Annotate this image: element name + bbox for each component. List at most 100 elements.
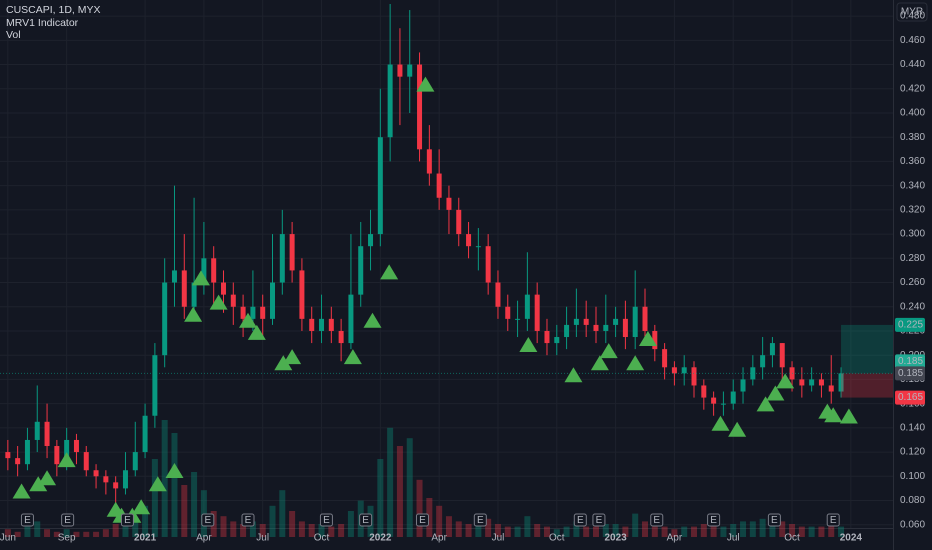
volume-bar [396, 446, 403, 537]
candle-body [505, 306, 511, 319]
volume-bar [828, 524, 835, 537]
candle-body [309, 318, 315, 331]
volume-bar [377, 459, 384, 537]
earnings-label: E [64, 515, 71, 526]
volume-bar [563, 526, 570, 537]
volume-bar [622, 526, 629, 537]
earnings-label: E [710, 515, 717, 526]
candle-body [387, 64, 393, 138]
indicator-label: Vol [6, 29, 21, 41]
signal-triangle [380, 264, 399, 280]
volume-bar [279, 490, 286, 537]
candle-body [230, 294, 236, 307]
candle-body [240, 306, 246, 319]
earnings-marker [20, 513, 34, 527]
candle-body [691, 367, 697, 386]
candle-body [201, 258, 207, 283]
candle-body [632, 306, 638, 338]
volume-bar [504, 526, 511, 537]
candle-body [593, 324, 599, 331]
currency[interactable]: MYR [901, 7, 923, 18]
signal-triangle [839, 408, 858, 424]
signal-triangle [191, 270, 210, 286]
candle-body [809, 379, 815, 386]
earnings-marker [767, 513, 781, 527]
volume-bar [641, 521, 648, 537]
candle-body [524, 294, 530, 319]
volume-bar [151, 459, 158, 537]
earnings-label: E [596, 515, 603, 526]
volume-bar [171, 433, 178, 537]
x-tick-label: Oct [784, 533, 800, 544]
candle-body [544, 330, 550, 344]
signal-triangle [824, 407, 843, 423]
volume-bar [191, 472, 198, 537]
signal-triangle [590, 355, 609, 371]
y-tick-label: 0.440 [900, 59, 925, 70]
volume-bar [63, 529, 70, 537]
volume-bar [269, 505, 276, 537]
volume-bar [132, 521, 139, 537]
signal-triangle [728, 421, 747, 437]
candle-body [417, 64, 423, 150]
candle-body [573, 318, 579, 325]
x-tick-label: Apr [196, 533, 212, 544]
volume-bar [573, 521, 580, 537]
candle-body [838, 373, 844, 392]
candle-body [368, 234, 374, 247]
y-tick-label: 0.460 [900, 35, 925, 46]
volume-bar [181, 485, 188, 537]
signal-triangle [638, 330, 657, 346]
earnings-marker [319, 513, 333, 527]
signal-triangle [363, 312, 382, 328]
earnings-marker [573, 513, 587, 527]
volume-bar [759, 518, 766, 537]
price-label-box [895, 317, 925, 332]
volume-bar [514, 526, 521, 537]
volume-bar [632, 513, 639, 537]
volume-bar [465, 524, 472, 537]
signal-triangle [165, 462, 184, 478]
signal-triangle [247, 324, 266, 340]
candle-body [103, 476, 109, 483]
volume-bar [749, 521, 756, 537]
volume-bar [14, 531, 21, 537]
signal-triangle [57, 452, 76, 468]
volume [4, 420, 845, 537]
volume-bar [691, 526, 698, 537]
y-tick-label: 0.300 [900, 229, 925, 240]
price-label-box [895, 354, 925, 369]
x-tick-label: Oct [549, 533, 565, 544]
currency-box[interactable] [896, 2, 928, 22]
signal-triangle [209, 294, 228, 310]
candle-body [397, 64, 403, 77]
volume-bar [730, 524, 737, 537]
volume-bar [289, 511, 296, 537]
earnings-label: E [124, 515, 131, 526]
volume-bar [426, 498, 433, 537]
candle-body [191, 282, 197, 307]
price-label-box [895, 366, 925, 381]
candle-body [642, 306, 648, 331]
volume-bar [230, 521, 237, 537]
y-tick-label: 0.320 [900, 205, 925, 216]
y-tick-label: 0.420 [900, 83, 925, 94]
candle-body [652, 330, 658, 350]
x-tick-label: Jun [0, 533, 16, 544]
candle-body [279, 234, 285, 283]
earnings-label: E [771, 515, 778, 526]
volume-bar [298, 521, 305, 537]
volume-bar [34, 521, 41, 537]
earnings-label: E [653, 515, 660, 526]
volume-bar [602, 524, 609, 537]
candle-body [760, 355, 766, 368]
candle-body [64, 439, 70, 465]
signal-triangle [416, 76, 435, 92]
candle-body [730, 391, 736, 404]
volume-bar [661, 526, 668, 537]
candle-body [211, 258, 217, 283]
volume-bar [524, 516, 531, 537]
x-tick-label: 2023 [604, 533, 627, 544]
signal-triangle [239, 312, 258, 328]
